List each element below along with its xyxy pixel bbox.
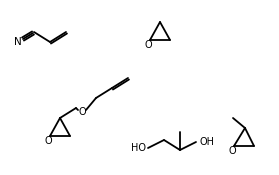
Text: O: O [228, 146, 236, 156]
Text: OH: OH [200, 137, 215, 147]
Text: O: O [144, 40, 152, 50]
Text: N: N [14, 37, 22, 47]
Text: HO: HO [131, 143, 146, 153]
Text: O: O [44, 136, 52, 146]
Text: O: O [78, 107, 86, 117]
